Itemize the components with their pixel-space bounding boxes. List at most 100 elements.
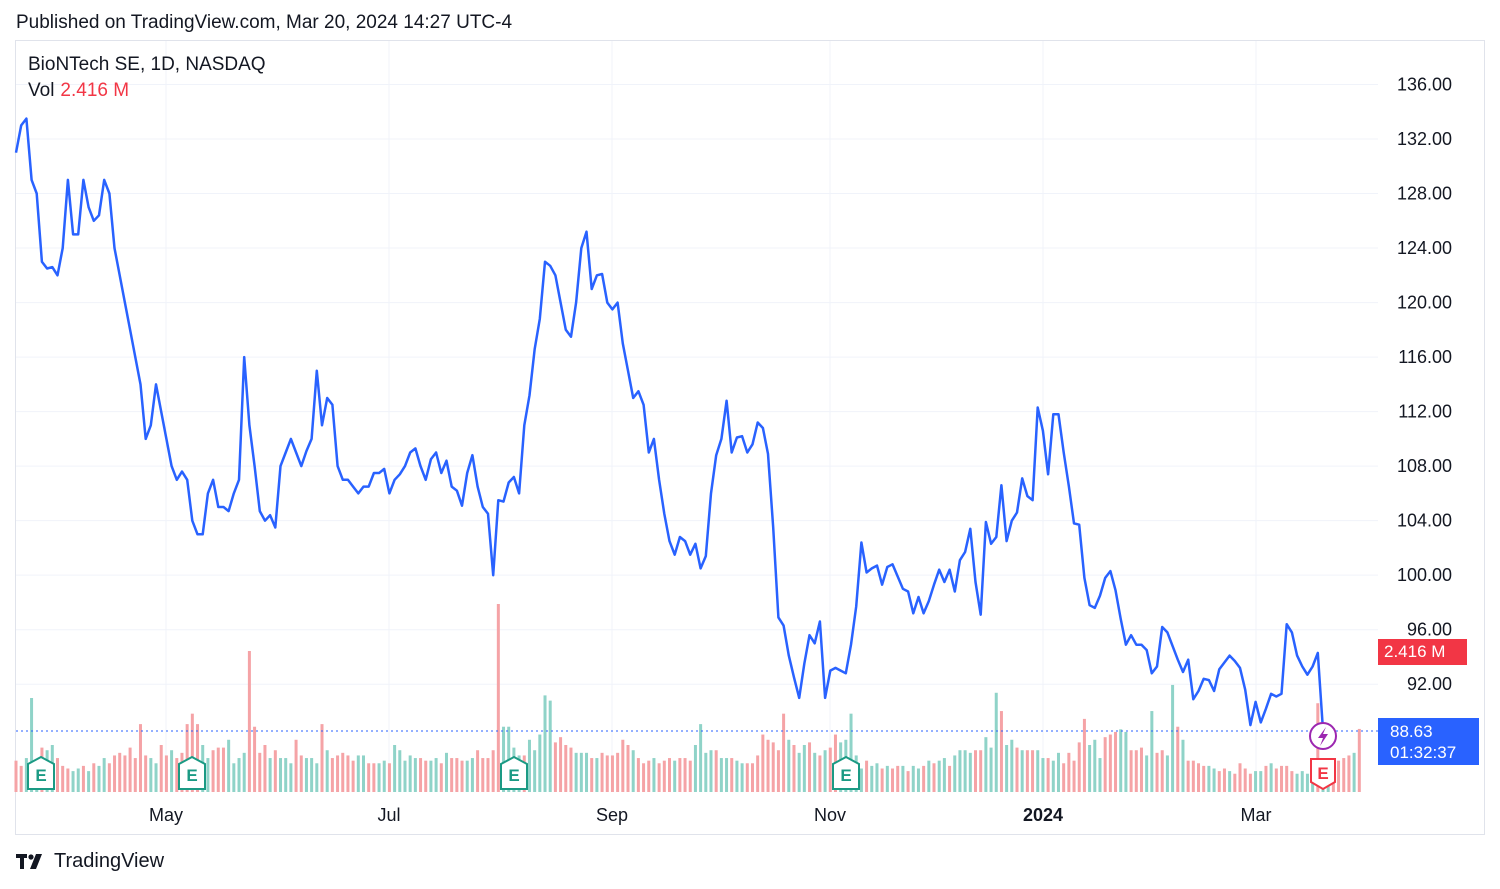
volume-bar <box>662 760 666 792</box>
x-tick-label: May <box>149 805 183 825</box>
volume-bar <box>974 750 978 792</box>
volume-bar <box>1062 763 1066 792</box>
volume-bar <box>963 750 967 792</box>
volume-bar <box>341 752 345 792</box>
volume-bar <box>97 765 101 792</box>
volume-bar <box>1119 729 1123 792</box>
volume-bar <box>1243 768 1247 792</box>
volume-bar <box>1347 755 1351 792</box>
volume-bar <box>372 763 376 792</box>
volume-bar <box>294 739 298 792</box>
y-axis: 136.00 132.00 128.00 124.00 120.00 116.00 112.… <box>1397 75 1452 695</box>
volume-bar <box>932 763 936 792</box>
volume-bar <box>828 747 832 792</box>
volume-bar <box>284 758 288 792</box>
price-tag-countdown: 01:32:37 <box>1390 743 1457 762</box>
x-tick-label: Nov <box>814 805 846 825</box>
volume-bar <box>144 755 148 792</box>
volume-bar <box>1155 752 1159 792</box>
volume-bar <box>289 763 293 792</box>
earnings-marker[interactable]: E <box>27 755 55 790</box>
volume-bar <box>1181 739 1185 792</box>
volume-bar <box>626 745 630 792</box>
volume-bar <box>1342 758 1346 792</box>
volume-bar <box>382 760 386 792</box>
y-tick-label: 116.00 <box>1398 347 1452 367</box>
volume-bar <box>424 760 428 792</box>
volume-bar <box>14 760 18 792</box>
volume-bar <box>398 750 402 792</box>
volume-bar <box>1020 750 1024 792</box>
volume-bar <box>320 724 324 792</box>
volume-bar <box>1046 758 1050 792</box>
volume-bar <box>782 713 786 792</box>
volume-bar <box>102 758 106 792</box>
volume-bar <box>444 752 448 792</box>
volume-bar <box>735 760 739 792</box>
volume-bar <box>1025 750 1029 792</box>
volume-bar <box>87 771 91 792</box>
volume-bar <box>232 763 236 792</box>
volume-bar <box>128 747 132 792</box>
volume-bar <box>585 752 589 792</box>
volume-bar <box>1171 684 1175 792</box>
volume-bar <box>149 758 153 792</box>
volume-bar <box>227 739 231 792</box>
volume-bar <box>1005 745 1009 792</box>
volume-bar <box>813 752 817 792</box>
volume-bar <box>927 760 931 792</box>
volume-bar <box>642 763 646 792</box>
volume-bar <box>745 763 749 792</box>
x-axis: May Jul Sep Nov 2024 Mar <box>149 805 1272 825</box>
volume-bar <box>823 750 827 792</box>
volume-bar <box>891 768 895 792</box>
volume-bar <box>387 763 391 792</box>
grid <box>16 41 1378 792</box>
earnings-marker-shape <box>178 755 206 790</box>
volume-bar <box>133 758 137 792</box>
symbol-legend: BioNTech SE, 1D, NASDAQ <box>28 54 266 75</box>
volume-bar <box>356 755 360 792</box>
volume-bar <box>61 765 65 792</box>
volume-bar <box>1082 718 1086 792</box>
volume-bar <box>450 758 454 792</box>
volume-bar <box>740 763 744 792</box>
volume-bar <box>1259 771 1263 792</box>
volume-bar <box>1274 768 1278 792</box>
earnings-marker-label: E <box>186 766 197 785</box>
volume-bar <box>761 734 765 792</box>
volume-bar <box>1202 765 1206 792</box>
volume-bar <box>92 763 96 792</box>
volume-bar <box>678 758 682 792</box>
volume-bar <box>19 765 23 792</box>
published-caption: Published on TradingView.com, Mar 20, 20… <box>16 12 513 33</box>
footer-brand[interactable]: TradingView <box>16 850 164 873</box>
volume-bar <box>1212 768 1216 792</box>
volume-bar <box>30 698 34 792</box>
earnings-marker[interactable]: E <box>832 755 860 790</box>
volume-bar <box>605 755 609 792</box>
earnings-marker[interactable]: E <box>500 755 528 790</box>
volume-bar <box>325 750 329 792</box>
volume-bar <box>704 752 708 792</box>
upcoming-earnings-marker[interactable]: E <box>1310 758 1336 791</box>
volume-bar <box>1228 771 1232 792</box>
volume-bar <box>175 758 179 792</box>
volume-bar <box>885 765 889 792</box>
alert-icon[interactable] <box>1309 722 1337 750</box>
volume-bar <box>237 758 241 792</box>
volume-bar <box>1150 711 1154 792</box>
volume-bar <box>455 758 459 792</box>
volume-bar <box>439 763 443 792</box>
volume-bar <box>1186 760 1190 792</box>
volume-bar <box>1077 742 1081 792</box>
price-series-line <box>14 117 1325 731</box>
volume-bar <box>859 768 863 792</box>
volume-bar <box>875 763 879 792</box>
earnings-marker[interactable]: E <box>178 755 206 790</box>
volume-bar <box>1114 731 1118 792</box>
volume-bar <box>942 758 946 792</box>
volume-bar <box>719 758 723 792</box>
